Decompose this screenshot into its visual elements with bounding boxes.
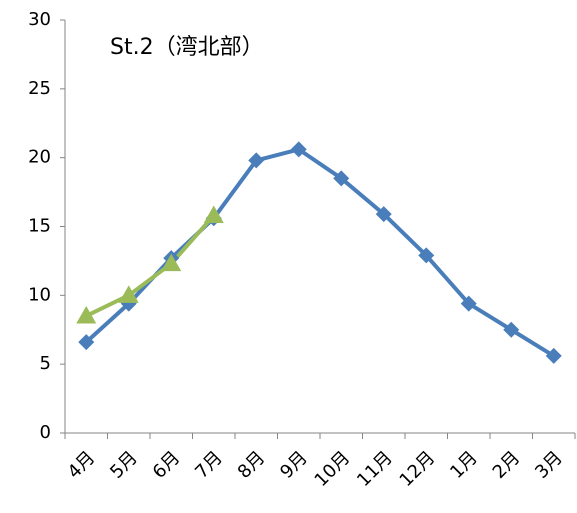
series-line <box>84 147 555 358</box>
data-point <box>290 141 307 158</box>
x-tick-label: 5月 <box>106 447 142 483</box>
y-tick-label: 15 <box>28 216 51 237</box>
data-point <box>248 152 265 169</box>
x-tick-label: 4月 <box>64 447 100 483</box>
y-tick-label: 10 <box>28 284 51 305</box>
data-point <box>203 205 224 223</box>
data-point <box>503 321 520 338</box>
data-point <box>161 253 182 272</box>
y-tick-label: 20 <box>28 147 51 168</box>
y-tick-label: 25 <box>28 78 51 99</box>
chart-title: St.2（湾北部） <box>110 35 264 60</box>
x-tick-label: 12月 <box>396 447 440 491</box>
data-point <box>418 247 435 264</box>
data-point <box>545 347 562 364</box>
x-tick-label: 1月 <box>446 447 482 483</box>
x-tick-label: 10月 <box>311 447 355 491</box>
x-tick-label: 7月 <box>191 447 227 483</box>
y-tick-label: 5 <box>40 353 51 374</box>
x-tick-label: 8月 <box>234 447 270 483</box>
x-tick-label: 2月 <box>489 447 525 483</box>
data-point <box>76 305 97 324</box>
x-tick-label: 11月 <box>353 447 397 491</box>
data-point <box>460 295 477 312</box>
data-point <box>333 170 350 187</box>
data-point <box>78 334 95 351</box>
y-tick-label: 0 <box>40 422 51 443</box>
series-line <box>85 214 216 318</box>
x-tick-label: 3月 <box>531 447 567 483</box>
data-point <box>118 285 139 303</box>
data-point <box>375 206 392 223</box>
x-tick-label: 9月 <box>276 447 312 483</box>
y-tick-label: 30 <box>28 9 51 30</box>
x-tick-label: 6月 <box>149 447 185 483</box>
